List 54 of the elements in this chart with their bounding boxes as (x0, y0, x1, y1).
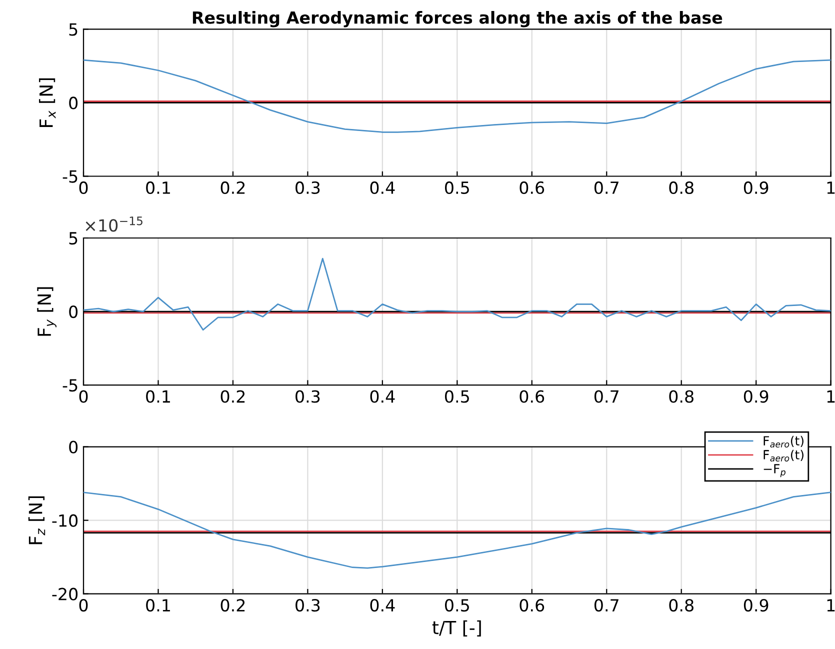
line-series (84, 59, 831, 133)
x-tick-label: 0.5 (445, 390, 469, 403)
x-tick-label: 0.5 (445, 181, 469, 194)
x-tick-label: 0.4 (370, 181, 395, 194)
x-tick-label: 0.9 (744, 390, 768, 403)
y-axis-title: F$_{y}$ [N] (37, 287, 56, 336)
y-tick-label: -5 (62, 379, 78, 392)
y-tick-label: -5 (62, 170, 78, 183)
x-tick-label: 0.2 (220, 598, 245, 612)
line-series (84, 258, 831, 331)
x-tick-label: 0.5 (445, 598, 469, 612)
y-axis-title: F$_{z}$ [N] (28, 496, 46, 544)
x-tick-label: 0.1 (146, 181, 170, 194)
x-tick-label: 0.7 (594, 181, 618, 194)
x-tick-label: 0.1 (146, 598, 170, 612)
x-tick-label: 0.6 (520, 181, 544, 194)
y-axis-title: F$_{x}$ [N] (38, 78, 56, 127)
x-tick-label: 0.9 (744, 598, 768, 612)
x-tick-label: 1 (827, 182, 835, 194)
y-tick-label: -20 (52, 588, 78, 600)
x-tick-label: 0.4 (370, 390, 395, 403)
legend-label: F$_{aero}$(t) (764, 436, 804, 448)
x-tick-label: 1 (827, 599, 835, 612)
x-tick-label: 0.2 (220, 390, 245, 403)
x-axis-title: t/T [-] (432, 620, 481, 636)
y-tick-label: 5 (69, 232, 78, 245)
x-tick-label: 0.6 (520, 390, 544, 403)
x-tick-label: 0.6 (520, 598, 544, 612)
x-tick-label: 0 (79, 390, 88, 403)
x-tick-label: 0.8 (669, 598, 694, 612)
x-tick-label: 0.7 (594, 390, 618, 403)
line-series (84, 492, 831, 569)
x-tick-label: 1 (827, 390, 835, 403)
legend-label: −F$_{p}$ (764, 464, 786, 478)
y-tick-label: 0 (69, 305, 78, 318)
text: ×10$^{−15}$ (86, 216, 142, 232)
x-tick-label: 0.8 (669, 181, 694, 194)
x-tick-label: 0 (79, 598, 88, 612)
x-tick-label: 0.4 (370, 598, 395, 612)
x-tick-label: 0.7 (594, 598, 618, 612)
x-tick-label: 0.2 (220, 181, 245, 194)
x-tick-label: 0.9 (744, 181, 768, 194)
x-tick-label: 0.3 (296, 181, 320, 194)
y-tick-label: -10 (52, 514, 78, 527)
x-tick-label: 0.1 (146, 390, 170, 403)
x-tick-label: 0.3 (296, 598, 320, 612)
legend-label: F̄$_{aero}$(t) (764, 450, 804, 462)
x-tick-label: 0 (79, 181, 88, 194)
y-tick-label: 5 (69, 23, 78, 36)
chart-title: Resulting Aerodynamic forces along the axis of the base (192, 10, 722, 28)
y-tick-label: 0 (69, 96, 78, 110)
y-tick-label: 0 (69, 440, 78, 454)
x-tick-label: 0.8 (669, 390, 694, 403)
x-tick-label: 0.3 (296, 390, 320, 403)
